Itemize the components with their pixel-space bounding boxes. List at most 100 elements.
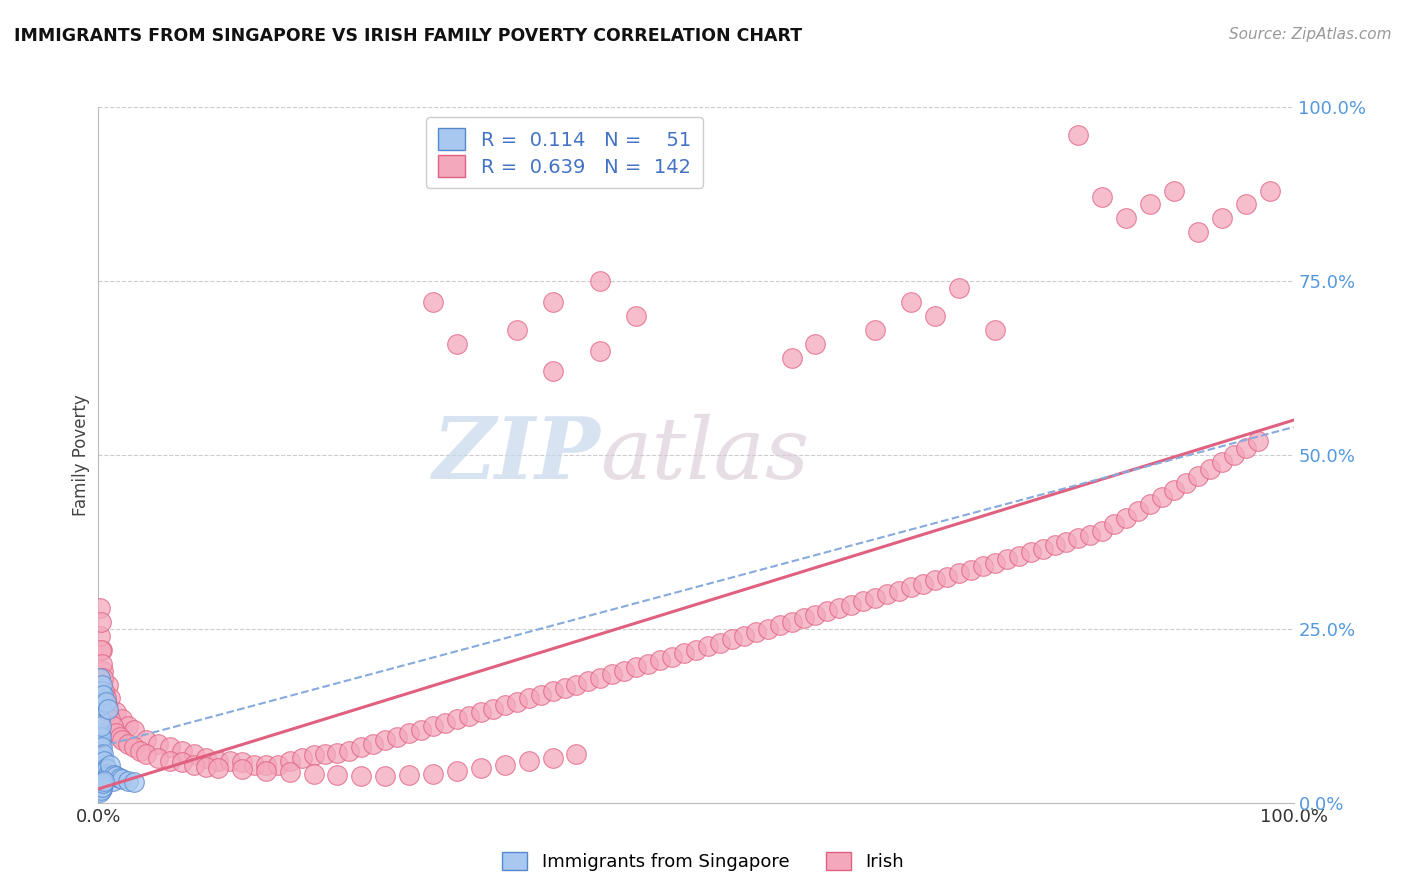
Point [278,765,301,780]
Point [135,733,157,747]
Point [434,715,457,730]
Point [97,702,120,716]
Point [1199,462,1222,476]
Point [101,773,124,788]
Point [90,768,112,782]
Point [89,629,111,643]
Point [90,642,112,657]
Point [494,757,516,772]
Point [995,552,1018,566]
Point [494,698,516,713]
Point [101,719,124,733]
Point [470,761,492,775]
Point [984,556,1007,570]
Point [589,274,612,288]
Point [1175,475,1198,490]
Point [91,688,114,702]
Point [470,706,492,720]
Point [243,757,266,772]
Point [105,769,128,783]
Point [207,761,229,775]
Point [219,754,242,768]
Point [207,754,229,768]
Point [350,769,373,783]
Point [90,778,112,793]
Point [446,712,468,726]
Point [815,605,838,619]
Point [98,757,122,772]
Point [900,294,922,309]
Point [626,660,648,674]
Point [613,664,636,678]
Point [1163,184,1185,198]
Text: Source: ZipAtlas.com: Source: ZipAtlas.com [1229,27,1392,42]
Point [90,757,112,772]
Point [948,566,970,581]
Point [1043,538,1066,552]
Point [111,712,134,726]
Point [1115,510,1137,524]
Text: atlas: atlas [600,414,810,496]
Point [768,618,790,632]
Point [685,642,707,657]
Point [231,756,253,770]
Point [89,740,111,755]
Point [90,684,112,698]
Point [231,763,253,777]
Point [530,688,553,702]
Point [117,737,139,751]
Point [90,737,112,751]
Point [91,747,114,761]
Point [1128,503,1150,517]
Point [326,746,349,760]
Point [94,695,117,709]
Point [98,691,122,706]
Point [889,583,911,598]
Point [124,775,146,789]
Point [1139,497,1161,511]
Point [195,750,218,764]
Point [876,587,898,601]
Point [350,740,373,755]
Point [1223,448,1246,462]
Point [93,754,115,768]
Point [89,768,111,782]
Point [828,601,851,615]
Point [1234,441,1257,455]
Point [93,773,115,788]
Point [661,649,683,664]
Point [602,667,624,681]
Point [93,684,115,698]
Text: ZIP: ZIP [433,413,600,497]
Point [506,323,529,337]
Point [148,750,170,764]
Y-axis label: Family Poverty: Family Poverty [72,394,90,516]
Point [374,733,396,747]
Point [103,768,125,782]
Point [1234,197,1257,211]
Point [673,646,696,660]
Point [626,309,648,323]
Point [98,769,121,783]
Point [804,336,827,351]
Point [159,754,181,768]
Point [780,351,803,365]
Point [1247,434,1270,448]
Point [578,674,600,689]
Point [1152,490,1174,504]
Point [589,343,612,358]
Point [91,642,114,657]
Point [422,719,444,733]
Point [374,769,396,783]
Point [315,747,337,761]
Point [91,776,114,790]
Point [852,594,875,608]
Point [91,740,114,755]
Point [865,591,887,605]
Point [924,573,946,587]
Point [709,636,731,650]
Point [841,598,863,612]
Point [984,323,1007,337]
Point [411,723,433,737]
Point [1139,197,1161,211]
